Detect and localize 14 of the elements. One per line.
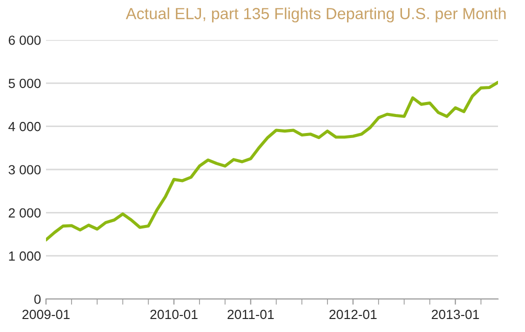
y-tick-label: 5 000	[8, 78, 41, 88]
x-tick-label: 2010-01	[150, 310, 198, 320]
x-tick-label: 2013-01	[432, 310, 479, 320]
y-tick-label: 4 000	[8, 122, 41, 132]
x-tick-label: 2009-01	[22, 310, 70, 320]
y-tick-label: 6 000	[8, 36, 41, 45]
y-tick-label: 1 000	[9, 251, 41, 261]
line-series	[46, 80, 498, 242]
y-tick-label: 2 000	[8, 208, 41, 218]
x-tick-label: 2012-01	[329, 310, 377, 320]
y-tick-label: 0	[34, 294, 41, 304]
y-tick-label: 3 000	[8, 165, 41, 174]
chart-title: Actual ELJ, part 135 Flights Departing U.S. per Month	[126, 7, 506, 22]
x-tick-label: 2011-01	[228, 310, 274, 320]
